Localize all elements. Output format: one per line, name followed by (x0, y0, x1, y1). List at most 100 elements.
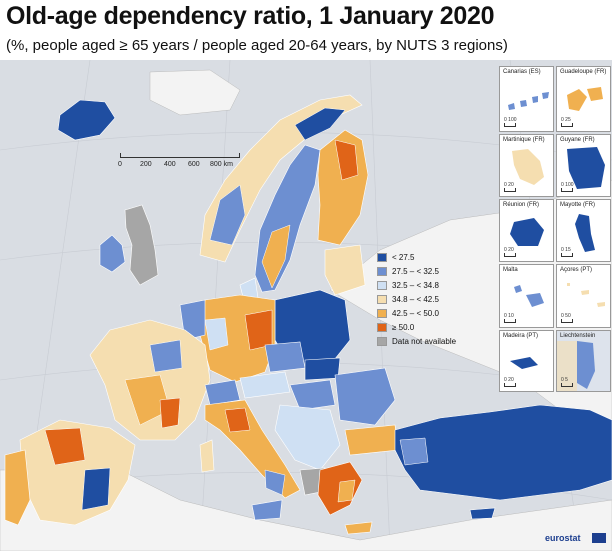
inset-shape (575, 214, 595, 252)
eurostat-logo: eurostat (545, 533, 581, 543)
inset-scale-bar (561, 383, 573, 387)
scale-bar-line (120, 153, 240, 158)
legend-label: < 27.5 (392, 252, 415, 262)
benelux[interactable] (179, 299, 206, 341)
inset-scale-label: 0 20 (504, 377, 514, 383)
map-subtitle: (%, people aged ≥ 65 years / people aged… (6, 37, 508, 54)
inset-scale-label: 0 25 (561, 117, 571, 123)
inset-mayotte[interactable]: Mayotte (FR) 0 15 (556, 199, 611, 262)
slovakia[interactable] (304, 357, 341, 381)
legend-item: 34.8 – < 42.5 (377, 292, 497, 306)
czechia[interactable] (264, 341, 306, 373)
iceland[interactable] (57, 99, 116, 141)
scale-label: 800 km (210, 161, 233, 168)
france-north[interactable] (149, 339, 183, 373)
greece-central[interactable] (337, 479, 356, 503)
inset-scale-label: 0 100 (561, 182, 574, 188)
inset-label: Malta (503, 267, 518, 273)
inset-shape (567, 283, 605, 307)
ireland[interactable] (99, 234, 126, 273)
romania[interactable] (334, 367, 396, 426)
inset-label: Mayotte (FR) (560, 202, 596, 208)
inset-shape (510, 357, 538, 369)
inset-shape (512, 149, 544, 185)
norway-north[interactable] (294, 107, 346, 141)
inset-reunion[interactable]: Réunion (FR) 0 20 (499, 199, 554, 262)
legend-item: 27.5 – < 32.5 (377, 264, 497, 278)
inset-scale-label: 0 50 (561, 313, 571, 319)
austria[interactable] (239, 371, 291, 399)
legend: < 27.5 27.5 – < 32.5 32.5 – < 34.8 34.8 … (377, 250, 497, 348)
germany-east[interactable] (244, 309, 273, 351)
united-kingdom[interactable] (124, 204, 159, 286)
inset-guyane[interactable]: Guyane (FR) 0 100 (556, 134, 611, 197)
inset-shape (567, 147, 605, 189)
inset-liechtenstein[interactable]: Liechtenstein 0 5 (556, 330, 611, 392)
inset-label: Martinique (FR) (503, 137, 545, 143)
legend-item: ≥ 50.0 (377, 320, 497, 334)
inset-scale-bar (504, 188, 516, 192)
legend-item: Data not available (377, 334, 497, 348)
map-svg (0, 60, 612, 551)
scale-label: 600 (188, 161, 200, 168)
inset-scale-label: 0 15 (561, 247, 571, 253)
scale-label: 200 (140, 161, 152, 168)
legend-swatch (377, 336, 387, 346)
inset-label: Canarias (ES) (503, 69, 541, 75)
inset-scale-label: 0 5 (561, 377, 568, 383)
inset-shape (567, 87, 603, 111)
inset-scale-bar (504, 123, 516, 127)
legend-swatch (377, 266, 387, 276)
eu-flag-icon (592, 533, 606, 543)
inset-canarias[interactable]: Canarias (ES) 0 100 (499, 66, 554, 132)
italy-south[interactable] (264, 469, 286, 496)
finland-east[interactable] (334, 139, 359, 181)
inset-shape (514, 285, 544, 307)
legend-label: ≥ 50.0 (392, 322, 415, 332)
balkans[interactable] (274, 404, 341, 471)
inset-scale-bar (504, 253, 516, 257)
cyprus[interactable] (469, 507, 496, 520)
inset-martinique[interactable]: Martinique (FR) 0 20 (499, 134, 554, 197)
inset-acores[interactable]: Açores (PT) 0 50 (556, 264, 611, 328)
inset-scale-bar (504, 383, 516, 387)
legend-item: 32.5 – < 34.8 (377, 278, 497, 292)
spain-south[interactable] (81, 467, 111, 511)
crete[interactable] (344, 521, 373, 535)
inset-scale-bar (561, 319, 573, 323)
inset-scale-label: 0 100 (504, 117, 517, 123)
bulgaria[interactable] (344, 424, 399, 456)
inset-malta[interactable]: Malta 0 10 (499, 264, 554, 328)
germany-west[interactable] (204, 317, 229, 351)
scale-label: 400 (164, 161, 176, 168)
inset-scale-bar (561, 123, 573, 127)
inset-scale-bar (561, 188, 573, 192)
legend-label: 27.5 – < 32.5 (392, 266, 439, 276)
inset-guadeloupe[interactable]: Guadeloupe (FR) 0 25 (556, 66, 611, 132)
hungary[interactable] (289, 379, 336, 411)
legend-item: < 27.5 (377, 250, 497, 264)
inset-scale-label: 0 20 (504, 182, 514, 188)
spain-northwest[interactable] (44, 427, 86, 466)
baltics[interactable] (324, 244, 366, 296)
inset-madeira[interactable]: Madeira (PT) 0 20 (499, 330, 554, 392)
turkey-west[interactable] (399, 437, 429, 466)
france-south[interactable] (159, 397, 181, 429)
legend-label: 34.8 – < 42.5 (392, 294, 439, 304)
switzerland[interactable] (204, 379, 241, 406)
legend-swatch (377, 294, 387, 304)
legend-swatch (377, 280, 387, 290)
legend-label: 32.5 – < 34.8 (392, 280, 439, 290)
map-title: Old-age dependency ratio, 1 January 2020 (6, 2, 495, 30)
norway-region[interactable] (209, 184, 246, 246)
sardinia[interactable] (199, 439, 215, 473)
sweden-south[interactable] (261, 224, 291, 289)
legend-item: 42.5 – < 50.0 (377, 306, 497, 320)
inset-shape (557, 341, 595, 391)
inset-scale-label: 0 20 (504, 247, 514, 253)
portugal[interactable] (4, 449, 31, 526)
italy-north[interactable] (224, 407, 251, 433)
turkey[interactable] (394, 404, 612, 501)
sicily[interactable] (251, 499, 283, 521)
legend-label: Data not available (392, 336, 457, 346)
